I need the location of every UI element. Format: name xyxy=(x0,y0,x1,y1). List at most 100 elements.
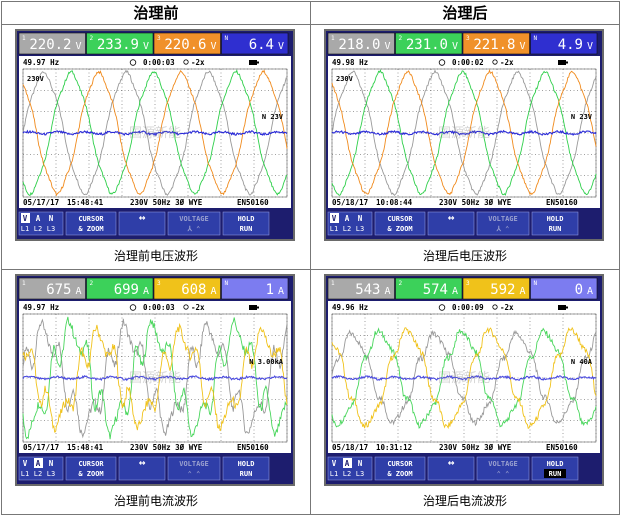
softkey-select[interactable]: V L1 A L2 N L3 xyxy=(18,211,64,236)
reading-value: 699 xyxy=(114,282,139,298)
svg-text:& ZOOM: & ZOOM xyxy=(78,470,103,478)
softkey-voltage[interactable]: VOLTAGE ⅄ ⌃ xyxy=(167,211,221,236)
watermark: 国源新能 xyxy=(438,125,490,141)
softkey-cursor-zoom[interactable]: CURSOR & ZOOM xyxy=(374,456,426,481)
svg-text:↔: ↔ xyxy=(448,456,455,469)
reading-value: 220.2 xyxy=(29,37,71,53)
reading-unit: V xyxy=(75,41,81,52)
n-scale-label: N 23V xyxy=(262,113,284,121)
softkey-hold-run[interactable]: HOLD RUN xyxy=(531,456,579,481)
softkey-select[interactable]: V L1 A L2 N L3 xyxy=(327,211,373,236)
timer: 0:00:02 xyxy=(452,58,484,67)
reading-unit: V xyxy=(452,41,458,52)
config: 230V 50Hz 3Ø WYE xyxy=(439,198,512,207)
svg-text:A: A xyxy=(345,459,350,468)
softkey-voltage[interactable]: VOLTAGE ⌃ ⌃ xyxy=(476,456,530,481)
softkey-cursor-zoom[interactable]: CURSOR & ZOOM xyxy=(374,211,426,236)
svg-text:& ZOOM: & ZOOM xyxy=(387,470,412,478)
svg-text:HOLD: HOLD xyxy=(238,460,255,468)
reading-label: 1 xyxy=(22,280,26,287)
reading-value: 543 xyxy=(355,282,380,298)
svg-text:N: N xyxy=(49,459,54,468)
scope-display: 1 543 A2 574 A3 592 AN 0 A49.96 Hz 0:00:09 -2xN 40… xyxy=(324,274,604,486)
reading-unit: V xyxy=(278,41,284,52)
softkey-voltage[interactable]: VOLTAGE ⅄ ⌃ xyxy=(476,211,530,236)
timer: 0:00:09 xyxy=(452,303,484,312)
reading-label: N xyxy=(534,280,538,287)
softkey-move[interactable]: ↔ xyxy=(118,211,166,236)
n-scale-label: N 23V xyxy=(571,113,593,121)
softkey-cursor-zoom[interactable]: CURSOR & ZOOM xyxy=(65,211,117,236)
svg-text:VOLTAGE: VOLTAGE xyxy=(488,460,518,468)
softkey-cursor-zoom[interactable]: CURSOR & ZOOM xyxy=(65,456,117,481)
reading-label: N xyxy=(225,35,229,42)
reading-value: 221.8 xyxy=(473,37,515,53)
reading-label: 3 xyxy=(157,280,161,287)
reading-value: 0 xyxy=(575,282,583,298)
svg-text:HOLD: HOLD xyxy=(547,215,564,223)
cell-current-before: 1 675 A 2 699 A 3 608 A N 1 A 49.97 Hz 0:00:03 -2x N 3.… xyxy=(1,269,311,515)
softkey-select[interactable]: V L1 A L2 N L3 xyxy=(327,456,373,481)
zoom-level: -2x xyxy=(191,303,205,312)
svg-text:V: V xyxy=(332,214,337,223)
reading-unit: A xyxy=(587,286,593,297)
softkey-voltage[interactable]: VOLTAGE ⌃ ⌃ xyxy=(167,456,221,481)
svg-text:CURSOR: CURSOR xyxy=(78,460,104,468)
svg-text:V: V xyxy=(332,459,337,468)
svg-text:L2: L2 xyxy=(343,225,351,233)
svg-text:L1: L1 xyxy=(21,470,29,478)
reading-unit: V xyxy=(143,41,149,52)
softkey-select[interactable]: V L1 A L2 N L3 xyxy=(18,456,64,481)
svg-text:A: A xyxy=(36,214,41,223)
reading-value: 675 xyxy=(46,282,71,298)
scope-display: 1 675 A2 699 A3 608 AN 1 A49.97 Hz 0:00:03 -2xN 3.… xyxy=(15,274,295,486)
watermark: 国源新能 xyxy=(438,370,490,386)
svg-text:A: A xyxy=(345,214,350,223)
battery-icon xyxy=(249,60,259,65)
magnifier-icon xyxy=(183,304,189,310)
reading-value: 220.6 xyxy=(164,37,206,53)
header-before: 治理前 xyxy=(1,1,311,25)
waveform-n xyxy=(331,129,597,137)
reading-value: 1 xyxy=(266,282,274,298)
svg-text:⌃ ⌃: ⌃ ⌃ xyxy=(188,470,201,478)
cell-voltage-after: 1 218.0 V 2 231.0 V 3 221.8 V N 4.9 V 49.98 Hz 0:00:0… xyxy=(310,24,620,270)
softkey-move[interactable]: ↔ xyxy=(427,211,475,236)
cell-voltage-before: 1 220.2 V 2 233.9 V 3 220.6 V N 6.4 V 49.97 Hz 0:00:0… xyxy=(1,24,311,270)
reading-tile-l2: 2 233.9 V xyxy=(86,32,154,55)
reading-label: 2 xyxy=(90,35,94,42)
reading-unit: V xyxy=(210,41,216,52)
softkey-hold-run[interactable]: HOLD RUN xyxy=(222,456,270,481)
waveform-l3 xyxy=(22,69,288,197)
time: 10:08:44 xyxy=(376,198,413,207)
time: 15:48:41 xyxy=(67,443,104,452)
softkey-move[interactable]: ↔ xyxy=(427,456,475,481)
caption: 治理前电流波形 xyxy=(113,494,198,508)
svg-text:HOLD: HOLD xyxy=(238,215,255,223)
watermark: 国源新能 xyxy=(129,125,181,141)
reading-value: 4.9 xyxy=(558,37,583,53)
svg-text:L2: L2 xyxy=(34,470,42,478)
frequency: 49.97 Hz xyxy=(23,303,59,312)
reading-label: 1 xyxy=(331,280,335,287)
reading-tile-l1: 1 220.2 V xyxy=(18,32,86,55)
svg-text:CURSOR: CURSOR xyxy=(387,215,413,223)
scope-screen: 1 220.2 V 2 233.9 V 3 220.6 V N 6.4 V 49.97 Hz 0:00:0… xyxy=(15,29,295,241)
clock-icon xyxy=(129,304,137,311)
reading-tile-l3: 3 608 A xyxy=(153,277,221,300)
svg-text:RUN: RUN xyxy=(549,470,562,478)
waveform-l1 xyxy=(331,69,597,196)
svg-text:L1: L1 xyxy=(21,225,29,233)
svg-text:L2: L2 xyxy=(34,225,42,233)
svg-text:A: A xyxy=(36,459,41,468)
waveform-n xyxy=(331,374,597,381)
reading-unit: A xyxy=(452,286,458,297)
waveform-l2 xyxy=(331,327,597,429)
softkey-move[interactable]: ↔ xyxy=(118,456,166,481)
reading-label: 3 xyxy=(157,35,161,42)
softkey-hold-run[interactable]: HOLD RUN xyxy=(531,211,579,236)
svg-text:RUN: RUN xyxy=(549,225,562,233)
reading-unit: V xyxy=(587,41,593,52)
scope-screen: 1 218.0 V 2 231.0 V 3 221.8 V N 4.9 V 49.98 Hz 0:00:0… xyxy=(324,29,604,241)
softkey-hold-run[interactable]: HOLD RUN xyxy=(222,211,270,236)
